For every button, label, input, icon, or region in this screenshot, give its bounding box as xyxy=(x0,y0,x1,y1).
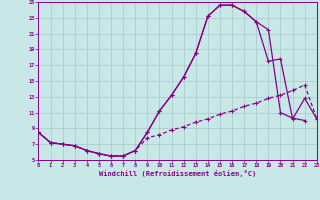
X-axis label: Windchill (Refroidissement éolien,°C): Windchill (Refroidissement éolien,°C) xyxy=(99,170,256,177)
